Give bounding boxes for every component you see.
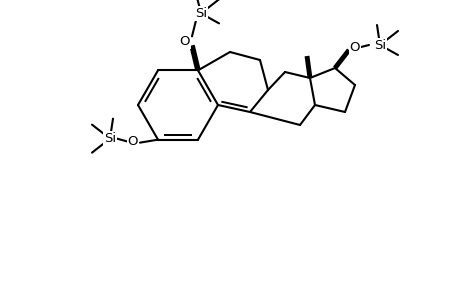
Text: O: O: [179, 35, 190, 48]
Text: Si: Si: [373, 38, 385, 52]
Text: Si: Si: [104, 132, 116, 145]
Text: Si: Si: [195, 7, 207, 20]
Text: O: O: [128, 135, 138, 148]
Text: O: O: [349, 40, 359, 53]
